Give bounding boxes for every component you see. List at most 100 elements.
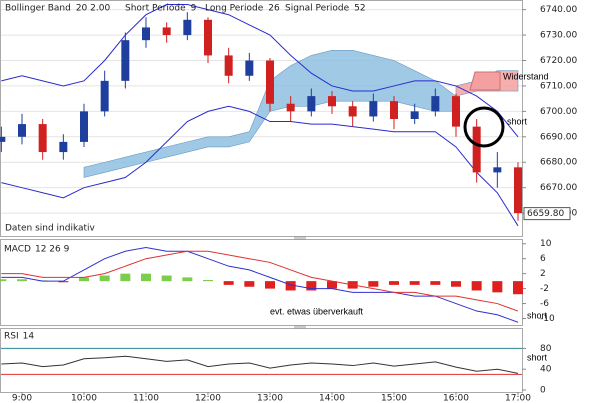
legend-params: 26	[268, 4, 280, 14]
footnote: Daten sind indikativ	[5, 224, 96, 234]
histogram-bar	[285, 281, 296, 291]
x-tick-label: 12:00	[195, 394, 221, 403]
candle-body	[307, 96, 316, 112]
x-tick-label: 11:00	[133, 394, 159, 403]
candle-body	[183, 19, 192, 36]
macd-line	[1, 250, 519, 312]
candle-body	[266, 60, 274, 104]
y-tick-label: 6670.00	[540, 183, 577, 193]
candle-body	[142, 27, 150, 41]
histogram-bar	[389, 281, 399, 285]
y-tick-label: 40	[540, 365, 552, 375]
highlight-circle	[463, 106, 505, 148]
candle-body	[121, 40, 130, 81]
y-tick-label: 80	[540, 344, 552, 354]
candle-body	[204, 19, 212, 56]
x-tick-label: 13:00	[257, 394, 283, 403]
x-tick-label: 16:00	[443, 394, 469, 403]
candle-body	[286, 103, 295, 112]
legend-label: Short Periode	[125, 4, 186, 14]
histogram-bar	[79, 277, 89, 282]
histogram-bar	[368, 281, 379, 287]
y-tick-label: 0	[540, 386, 546, 396]
candle-body	[390, 101, 398, 119]
candle-body	[348, 106, 357, 117]
y-tick-label: -2	[540, 284, 549, 294]
candle-body	[328, 96, 336, 107]
y-tick-label: 2	[540, 269, 546, 279]
x-tick-label: 9:00	[12, 394, 32, 403]
y-tick-label: 6740.00	[540, 5, 577, 15]
candle-body	[59, 141, 68, 153]
panel-params: 14	[23, 332, 35, 342]
legend-label: Bollinger Band	[5, 4, 71, 14]
y-tick-label: 10	[540, 239, 552, 249]
x-tick-label: 15:00	[381, 394, 407, 403]
legend-params: 52	[354, 4, 365, 14]
y-tick-label: 6730.00	[540, 31, 577, 41]
annotation: short	[507, 116, 528, 126]
legend-label: Signal Periode	[285, 4, 350, 14]
legend-params: 20 2.00	[76, 4, 111, 14]
histogram-bar	[203, 280, 213, 282]
candle-body	[80, 111, 88, 142]
price-panel	[0, 0, 523, 237]
candle-body	[452, 96, 460, 127]
panel-title: RSI	[4, 332, 19, 342]
y-tick-label: 6710.00	[540, 81, 577, 91]
histogram-bar	[430, 281, 441, 285]
histogram-bar	[182, 277, 193, 282]
histogram-bar	[327, 281, 337, 289]
candle-body	[224, 55, 233, 76]
y-tick-label: 6690.00	[540, 132, 577, 142]
x-tick-label: 17:00	[505, 394, 531, 403]
annotation: short	[527, 352, 548, 362]
splitter	[294, 325, 306, 329]
histogram-bar	[0, 279, 7, 282]
histogram-bar	[244, 281, 255, 287]
histogram-bar	[141, 273, 151, 282]
candle-body	[514, 167, 522, 214]
histogram-bar	[161, 275, 172, 282]
histogram-bar	[265, 281, 275, 289]
candle-body	[493, 167, 502, 173]
y-tick-label: 6700.00	[540, 107, 577, 117]
x-tick-label: 10:00	[71, 394, 97, 403]
histogram-bar	[451, 281, 461, 287]
candle-body	[100, 80, 109, 112]
legend-params: 9	[191, 4, 197, 14]
y-tick-label: 6680.00	[540, 158, 577, 168]
candle-body	[0, 136, 6, 142]
panel-params: 12 26 9	[35, 245, 70, 255]
histogram-bar	[513, 281, 523, 295]
panel-title: MACD	[4, 245, 31, 255]
histogram-bar	[223, 281, 234, 285]
annotation: Widerstand	[503, 71, 549, 81]
y-tick-label: 6720.00	[540, 56, 577, 66]
legend-label: Long Periode	[205, 4, 264, 14]
histogram-bar	[58, 281, 69, 283]
last-price-box	[523, 207, 571, 221]
bollinger-band	[1, 4, 519, 138]
candle-body	[369, 101, 378, 117]
candle-body	[431, 96, 440, 112]
histogram-bar	[409, 281, 420, 285]
annotation: short	[527, 310, 548, 320]
histogram-bar	[471, 281, 482, 291]
rsi-panel	[0, 328, 523, 393]
candle-body	[410, 111, 419, 119]
splitter	[294, 236, 306, 240]
y-tick-label: -6	[540, 299, 549, 309]
x-tick-label: 14:00	[319, 394, 345, 403]
histogram-bar	[306, 281, 317, 291]
histogram-bar	[120, 273, 131, 282]
annotation: evt. etwas überverkauft	[270, 306, 364, 316]
candle-body	[472, 126, 481, 173]
candle-body	[245, 60, 254, 76]
y-tick-label: 6	[540, 254, 546, 264]
histogram-bar	[17, 279, 27, 282]
histogram-bar	[492, 281, 503, 293]
y-tick-label: -10	[540, 314, 555, 324]
bollinger-band	[1, 105, 519, 227]
